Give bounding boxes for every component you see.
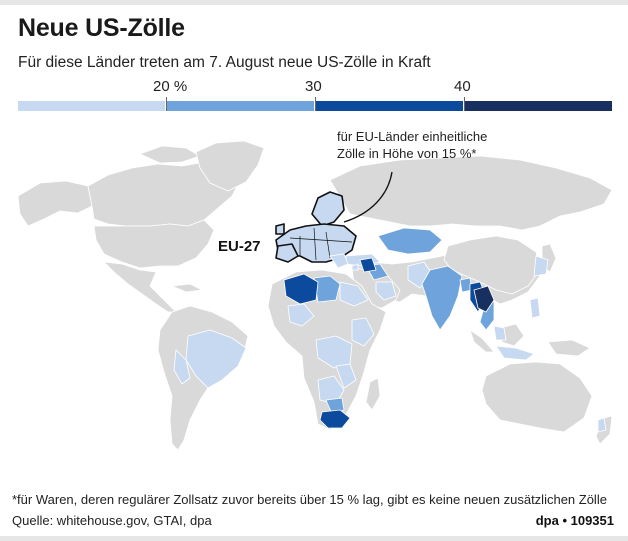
country-west-africa xyxy=(287,303,315,327)
country-east-asia xyxy=(533,255,549,277)
eu-label: EU-27 xyxy=(218,238,261,255)
eu-iberia xyxy=(275,243,299,263)
country-australia-nz xyxy=(597,417,607,433)
land-russia xyxy=(329,155,613,231)
land-arctic-islands xyxy=(139,145,201,164)
country-cyprus xyxy=(351,263,359,271)
legend-tick-label: 30 xyxy=(305,78,322,95)
legend-segment-1 xyxy=(18,101,165,111)
annotation-leader-line xyxy=(343,171,393,223)
country-malaysia xyxy=(493,325,507,341)
legend-tick-label: 40 xyxy=(454,78,471,95)
world-map xyxy=(0,118,628,483)
legend-tick-mark xyxy=(166,97,167,111)
country-southern-africa-2 xyxy=(335,363,357,389)
country-southern-africa-1 xyxy=(317,375,345,405)
source-line: Quelle: whitehouse.gov, GTAI, dpa xyxy=(12,513,212,528)
land-sumatra xyxy=(469,329,495,353)
land-caribbean xyxy=(171,283,203,293)
land-alaska xyxy=(17,180,93,227)
credit-line: dpa • 109351 xyxy=(535,513,614,528)
eu-annotation: für EU-Länder einheitliche Zölle in Höhe… xyxy=(337,128,517,162)
legend-tick-mark xyxy=(315,97,316,111)
country-east-africa xyxy=(351,317,375,347)
land-mexico xyxy=(103,261,177,313)
country-north-africa-east xyxy=(339,281,369,307)
annotation-line-1: für EU-Länder einheitliche xyxy=(337,129,488,144)
country-balkans xyxy=(329,253,349,269)
land-usa xyxy=(93,219,215,269)
legend-segment-2 xyxy=(167,101,314,111)
country-mongolia-region xyxy=(375,281,397,301)
country-libya xyxy=(313,275,341,303)
legend-tick-mark xyxy=(464,97,465,111)
bottom-rule xyxy=(0,536,628,541)
eu-ireland xyxy=(275,223,285,235)
color-legend: 20 % 30 40 xyxy=(18,78,612,114)
land-australia xyxy=(481,361,593,433)
country-south-africa xyxy=(319,409,351,429)
country-syria xyxy=(359,257,377,273)
country-india xyxy=(421,265,463,331)
legend-segment-4 xyxy=(465,101,612,111)
country-kazakhstan xyxy=(377,227,443,255)
legend-segment-3 xyxy=(316,101,463,111)
eu-scandinavia xyxy=(311,191,345,227)
page-subtitle: Für diese Länder treten am 7. August neu… xyxy=(18,54,431,71)
footnote: *für Waren, deren regulärer Zollsatz zuv… xyxy=(12,492,607,507)
land-canada xyxy=(87,161,241,227)
land-new-guinea xyxy=(547,339,591,357)
country-philippines xyxy=(529,297,541,319)
land-greenland xyxy=(195,140,265,192)
annotation-line-2: Zölle in Höhe von 15 %* xyxy=(337,146,477,161)
top-rule xyxy=(0,0,628,5)
country-indonesia xyxy=(495,345,535,361)
country-algeria xyxy=(283,273,319,305)
land-madagascar xyxy=(365,377,381,411)
page-title: Neue US-Zölle xyxy=(18,14,185,42)
country-laos-myanmar-dark xyxy=(473,285,495,313)
legend-tick-label: 20 % xyxy=(153,78,188,95)
country-brazil xyxy=(185,329,247,389)
country-bolivia-peru xyxy=(173,349,191,385)
